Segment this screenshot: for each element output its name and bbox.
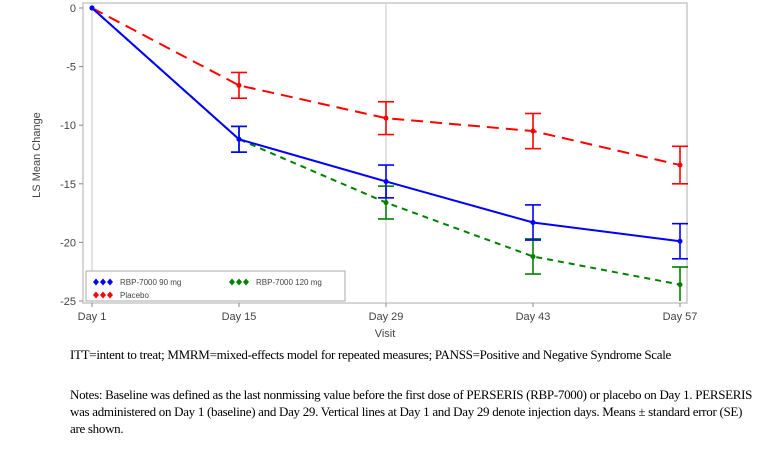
x-tick-label: Day 15 bbox=[222, 311, 257, 323]
data-point bbox=[383, 178, 389, 184]
legend-box bbox=[85, 270, 346, 302]
x-axis-label: Visit bbox=[375, 328, 396, 340]
data-point bbox=[383, 115, 389, 121]
ls-mean-change-chart: 0 -5 -10 -15 -20 -25 Day 1 Day 15 Day 29 Day 43 D… bbox=[31, 2, 698, 340]
series-placebo bbox=[89, 5, 688, 185]
series-rbp-7000-120-mg bbox=[89, 5, 688, 301]
legend-marker bbox=[100, 278, 106, 286]
x-tick-label: Day 43 bbox=[516, 311, 551, 323]
legend-marker bbox=[93, 278, 99, 286]
legend-label: RBP-7000 90 mg bbox=[120, 278, 181, 287]
y-tick-label: -20 bbox=[60, 237, 76, 249]
data-point bbox=[383, 200, 389, 206]
legend-label: RBP-7000 120 mg bbox=[256, 278, 322, 287]
y-tick-label: -5 bbox=[66, 62, 76, 74]
legend-marker bbox=[100, 291, 106, 299]
data-point bbox=[677, 162, 683, 168]
x-tick-label: Day 57 bbox=[663, 311, 698, 323]
legend-marker bbox=[229, 278, 235, 286]
chart-notes: Notes: Baseline was defined as the last … bbox=[70, 387, 753, 436]
abbreviations-note: ITT=intent to treat; MMRM=mixed-effects … bbox=[70, 347, 672, 362]
x-tick-label: Day 29 bbox=[369, 311, 404, 323]
series-line bbox=[91, 7, 681, 167]
series-rbp-7000-90-mg bbox=[89, 5, 688, 260]
legend-label: Placebo bbox=[120, 291, 149, 300]
y-tick-label: -25 bbox=[60, 296, 76, 308]
data-point bbox=[530, 253, 536, 259]
data-point bbox=[236, 82, 242, 88]
y-tick-label: -15 bbox=[60, 179, 76, 191]
data-point bbox=[530, 128, 536, 134]
plot-frame bbox=[82, 2, 688, 304]
legend-marker bbox=[93, 291, 99, 299]
legend-marker bbox=[107, 278, 113, 286]
y-tick-label: -10 bbox=[60, 120, 76, 132]
data-point bbox=[677, 238, 683, 244]
legend-marker bbox=[236, 278, 242, 286]
y-tick-label: 0 bbox=[70, 3, 76, 15]
legend-marker bbox=[243, 278, 249, 286]
data-point bbox=[236, 136, 242, 142]
data-point bbox=[89, 5, 95, 11]
data-point bbox=[677, 282, 683, 288]
legend: RBP-7000 90 mg RBP-7000 120 mg Placebo bbox=[85, 270, 346, 302]
y-axis-label: LS Mean Change bbox=[31, 112, 43, 198]
x-tick-label: Day 1 bbox=[78, 311, 107, 323]
legend-marker bbox=[107, 291, 113, 299]
data-point bbox=[530, 219, 536, 225]
